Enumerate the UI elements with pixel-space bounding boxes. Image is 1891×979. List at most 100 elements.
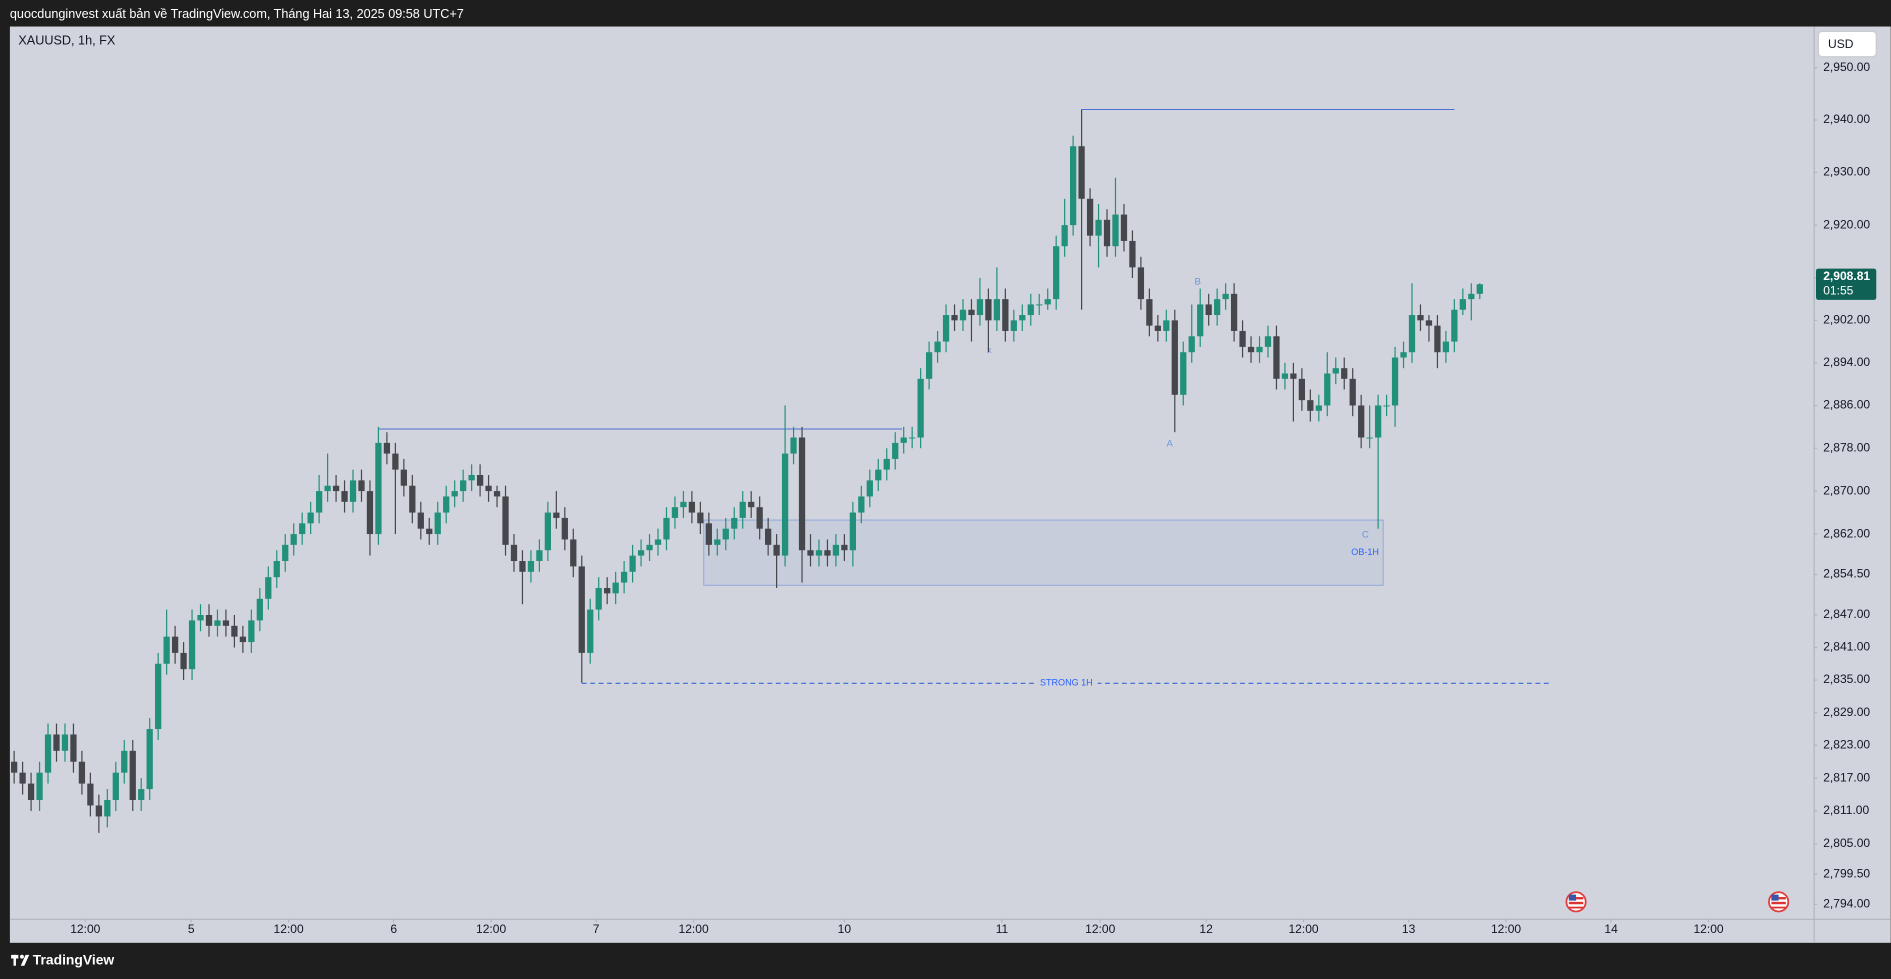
candle-body xyxy=(561,517,568,540)
candle-body xyxy=(493,491,501,497)
y-tick-label: 2,829.00 xyxy=(1823,705,1870,719)
candle-body xyxy=(1129,240,1136,268)
candle-body xyxy=(781,453,789,556)
candle-body xyxy=(1366,437,1373,439)
candle-body xyxy=(553,512,560,518)
candle-body xyxy=(1019,315,1026,321)
candle-body xyxy=(239,636,247,643)
candle-body xyxy=(299,523,306,535)
x-tick-label: 10 xyxy=(838,922,852,936)
candle-body xyxy=(798,437,806,551)
y-tick-label: 2,847.00 xyxy=(1823,607,1870,621)
point-label: C xyxy=(1362,530,1369,541)
x-tick-label: 5 xyxy=(188,922,195,936)
candle-body xyxy=(1408,315,1416,353)
candle-body xyxy=(1247,346,1255,353)
candle-body xyxy=(985,299,992,321)
y-tick-label: 2,878.00 xyxy=(1823,440,1870,454)
candle-body xyxy=(620,571,628,583)
candle-body xyxy=(1214,299,1221,316)
candle-body xyxy=(358,480,365,492)
candle-body xyxy=(468,475,475,481)
candle-body xyxy=(1476,284,1483,294)
candle-body xyxy=(341,491,348,502)
candle-body xyxy=(1197,304,1204,337)
candle-body xyxy=(1442,341,1450,353)
candle-body xyxy=(900,437,907,443)
candle-body xyxy=(383,442,391,454)
last-price-box xyxy=(1815,268,1877,300)
y-tick-label: 2,854.50 xyxy=(1823,567,1870,581)
y-tick-label: 2,799.50 xyxy=(1823,866,1870,880)
candle-body xyxy=(1307,400,1314,411)
candle-body xyxy=(197,614,204,621)
candle-body xyxy=(1349,378,1356,406)
candle-body xyxy=(1103,219,1111,247)
candle-body xyxy=(663,517,670,540)
candle-body xyxy=(849,512,856,551)
candle-body xyxy=(443,496,450,513)
candle-body xyxy=(1078,146,1085,199)
label-backdrop xyxy=(1035,677,1098,690)
x-tick-label: 12:00 xyxy=(1288,922,1318,936)
candle-body xyxy=(1044,299,1051,305)
candle-body xyxy=(1264,336,1272,347)
strong-level-label: STRONG 1H xyxy=(1040,678,1093,688)
candle-body xyxy=(27,783,35,801)
candle-body xyxy=(1027,304,1034,316)
candle-body xyxy=(273,561,280,578)
candle-body xyxy=(1239,330,1246,347)
candle-body xyxy=(951,315,958,321)
candle-body xyxy=(19,772,26,784)
y-tick-label: 2,940.00 xyxy=(1823,112,1870,126)
candle-body xyxy=(722,528,729,540)
candle-body xyxy=(1451,309,1458,342)
order-block xyxy=(703,519,1384,586)
candle-body xyxy=(290,534,297,545)
candle-body xyxy=(883,458,890,470)
y-tick-label: 2,930.00 xyxy=(1823,165,1870,179)
candle-body xyxy=(1163,320,1170,331)
candle-body xyxy=(44,734,52,773)
candle-body xyxy=(815,550,823,556)
candle-body xyxy=(832,544,840,556)
candle-body xyxy=(604,587,611,594)
candle-body xyxy=(510,544,518,562)
candle-body xyxy=(612,582,619,594)
y-tick-label: 2,902.00 xyxy=(1823,313,1870,327)
candle-body xyxy=(265,577,272,599)
symbol-title: XAUUSD, 1h, FX xyxy=(18,33,116,47)
candle-body xyxy=(858,496,865,513)
x-tick-label: 7 xyxy=(593,922,600,936)
candle-body xyxy=(1256,346,1263,353)
candle-body xyxy=(892,442,899,459)
candle-body xyxy=(536,550,543,562)
y-tick-label: 2,841.00 xyxy=(1823,640,1870,654)
candle-body xyxy=(417,512,424,529)
candle-body xyxy=(1400,352,1407,358)
candle-body xyxy=(104,800,111,817)
candle-body xyxy=(1188,336,1195,353)
y-tick-label: 2,894.00 xyxy=(1823,355,1870,369)
candle-body xyxy=(934,341,941,353)
candle-body xyxy=(1061,225,1068,247)
candle-body xyxy=(231,625,238,637)
candle-body xyxy=(527,561,535,572)
candle-body xyxy=(968,309,975,316)
candle-body xyxy=(163,636,170,664)
candle-body xyxy=(1459,299,1466,310)
x-tick-label: 12:00 xyxy=(679,922,709,936)
brand: TradingView xyxy=(33,952,115,968)
y-tick-label: 2,862.00 xyxy=(1823,526,1870,540)
y-tick-label: 2,950.00 xyxy=(1823,60,1870,74)
candle-body xyxy=(1112,214,1119,247)
candle-body xyxy=(1146,299,1153,326)
candle-body xyxy=(748,501,755,508)
candle-body xyxy=(646,544,653,551)
candle-body xyxy=(375,442,382,535)
candle-body xyxy=(1290,373,1297,379)
candle-body xyxy=(1298,378,1306,401)
candle-body xyxy=(1095,219,1102,236)
candle-body xyxy=(680,501,687,508)
